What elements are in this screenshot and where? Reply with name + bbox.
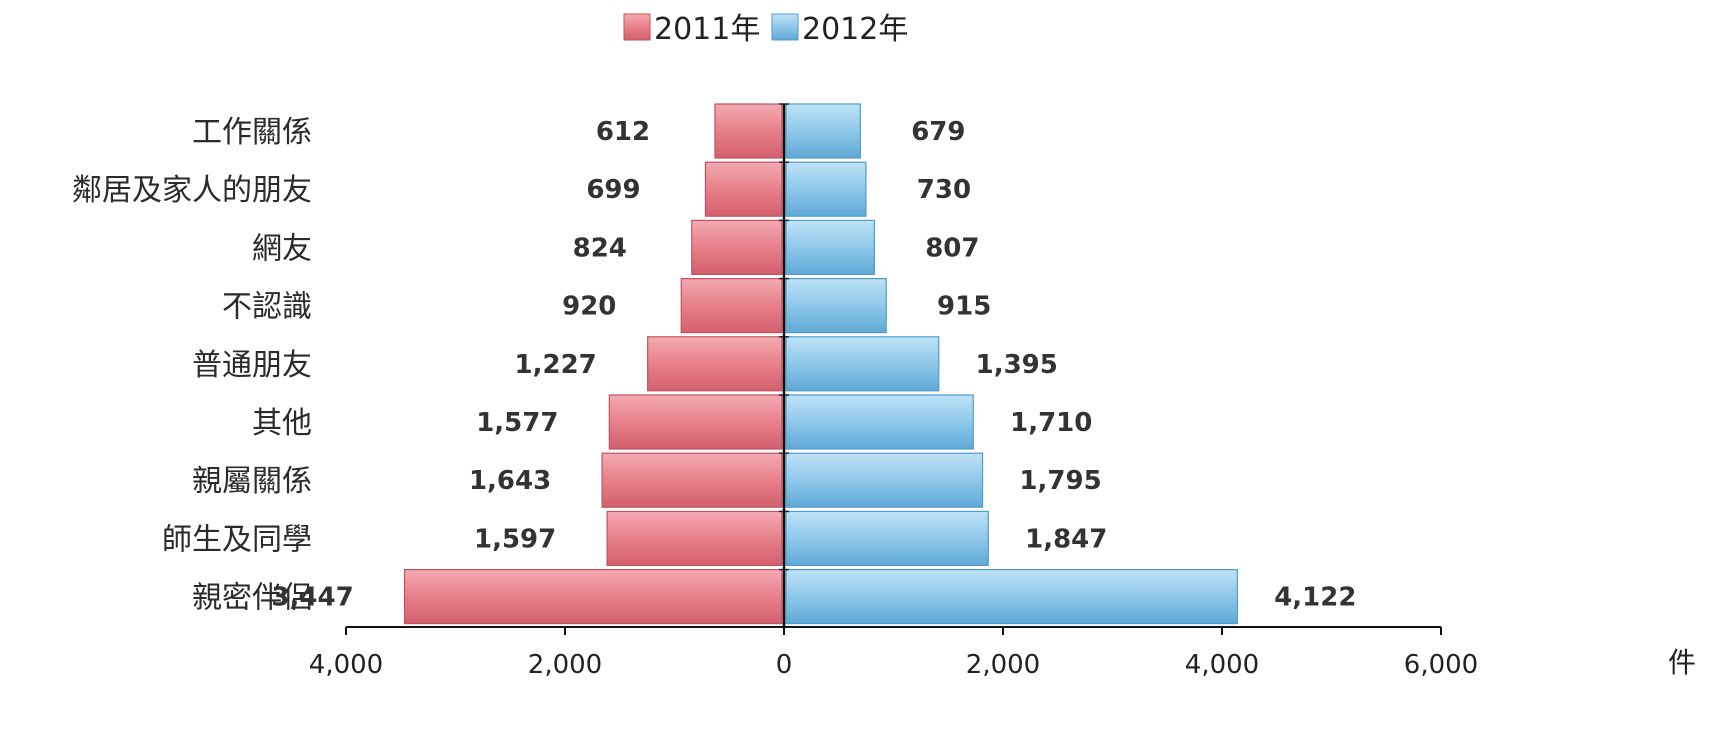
category-label-8: 親密伴侶 bbox=[192, 581, 312, 616]
value-label-2011-7: 1,597 bbox=[474, 524, 556, 554]
bar-2012-7 bbox=[785, 510, 989, 566]
category-label-2: 網友 bbox=[252, 231, 312, 266]
bar-2012-1 bbox=[785, 161, 867, 217]
bar-2011-4 bbox=[647, 336, 783, 392]
bar-2011-6 bbox=[601, 452, 783, 508]
legend-swatch-2012 bbox=[771, 13, 799, 41]
x-tick-label-1: 2,000 bbox=[528, 650, 602, 680]
bar-2011-0 bbox=[714, 103, 783, 159]
value-labels: 612 679 699 730 824 807 920 915 1,227 1,395 1,577 1… bbox=[271, 117, 1356, 613]
value-label-2012-5: 1,710 bbox=[1010, 408, 1092, 438]
bar-2012-5 bbox=[785, 394, 974, 450]
value-label-2012-7: 1,847 bbox=[1025, 524, 1107, 554]
value-label-2011-4: 1,227 bbox=[515, 350, 597, 380]
category-label-6: 親屬關係 bbox=[192, 464, 312, 499]
value-label-2012-1: 730 bbox=[917, 175, 971, 205]
x-axis: 4,000 2,000 0 2,000 4,000 6,000 bbox=[309, 103, 1478, 680]
bars-group bbox=[403, 103, 1238, 625]
bar-2012-8 bbox=[785, 568, 1238, 625]
bar-2011-2 bbox=[691, 219, 783, 275]
value-label-2011-2: 824 bbox=[573, 233, 627, 263]
value-label-2011-8: 3,447 bbox=[271, 583, 353, 613]
bar-2011-3 bbox=[680, 278, 783, 334]
value-label-2012-2: 807 bbox=[925, 233, 979, 263]
bar-2012-4 bbox=[785, 336, 940, 392]
bar-2012-3 bbox=[785, 278, 887, 334]
value-label-2011-1: 699 bbox=[586, 175, 640, 205]
legend-swatch-2011 bbox=[623, 13, 651, 41]
bar-2012-6 bbox=[785, 452, 984, 508]
value-label-2012-0: 679 bbox=[911, 117, 965, 147]
value-label-2012-8: 4,122 bbox=[1274, 583, 1356, 613]
bar-2011-7 bbox=[606, 510, 783, 566]
legend-label-2011: 2011年 bbox=[654, 12, 760, 47]
x-tick-label-4: 4,000 bbox=[1185, 650, 1259, 680]
x-tick-label-3: 2,000 bbox=[966, 650, 1040, 680]
category-label-3: 不認識 bbox=[222, 290, 312, 325]
category-label-1: 鄰居及家人的朋友 bbox=[72, 173, 312, 208]
value-label-2012-4: 1,395 bbox=[976, 350, 1058, 380]
value-label-2011-6: 1,643 bbox=[469, 466, 551, 496]
bar-2011-1 bbox=[704, 161, 783, 217]
bar-2011-8 bbox=[403, 568, 783, 625]
value-label-2011-0: 612 bbox=[596, 117, 650, 147]
unit-label: 件 bbox=[1668, 646, 1696, 679]
x-tick-label-0: 4,000 bbox=[309, 650, 383, 680]
x-tick-label-5: 6,000 bbox=[1404, 650, 1478, 680]
bar-2011-5 bbox=[608, 394, 783, 450]
legend: 2011年 2012年 bbox=[623, 12, 908, 47]
x-tick-label-2: 0 bbox=[776, 650, 793, 680]
category-label-4: 普通朋友 bbox=[192, 348, 312, 383]
bar-2012-0 bbox=[785, 103, 861, 159]
legend-label-2012: 2012年 bbox=[802, 12, 908, 47]
category-label-0: 工作關係 bbox=[192, 115, 312, 150]
category-label-5: 其他 bbox=[252, 406, 312, 441]
value-label-2011-5: 1,577 bbox=[476, 408, 558, 438]
value-label-2012-3: 915 bbox=[937, 292, 991, 322]
category-label-7: 師生及同學 bbox=[162, 522, 312, 557]
bar-2012-2 bbox=[785, 219, 875, 275]
value-label-2011-3: 920 bbox=[562, 292, 616, 322]
value-label-2012-6: 1,795 bbox=[1019, 466, 1101, 496]
